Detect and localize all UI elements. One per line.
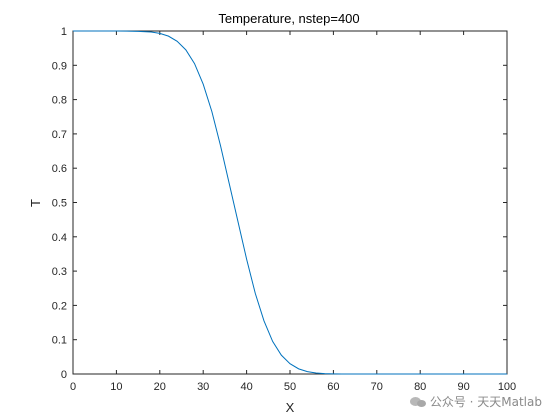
- chart-title: Temperature, nstep=400: [218, 11, 359, 26]
- y-tick-label: 0.1: [52, 335, 67, 347]
- y-tick-label: 0: [61, 369, 67, 381]
- x-tick-label: 80: [414, 381, 426, 393]
- x-tick-label: 30: [197, 381, 209, 393]
- y-tick-label: 0.8: [52, 95, 67, 107]
- temperature-line: [73, 30, 507, 375]
- y-tick-label: 0.4: [52, 232, 67, 244]
- watermark: 公众号 · 天天Matlab: [409, 393, 542, 410]
- y-axis-label: T: [28, 199, 43, 207]
- x-tick-label: 70: [371, 381, 383, 393]
- x-tick-label: 20: [154, 381, 166, 393]
- wechat-icon: [409, 396, 426, 408]
- x-tick-label: 0: [70, 381, 76, 393]
- x-tick-label: 10: [110, 381, 122, 393]
- x-tick-label: 40: [240, 381, 252, 393]
- x-axis-label: X: [286, 400, 295, 415]
- y-tick-label: 0.9: [52, 60, 67, 72]
- y-tick-label: 0.5: [52, 198, 67, 210]
- x-tick-label: 100: [498, 381, 516, 393]
- watermark-text: 公众号 · 天天Matlab: [429, 395, 542, 409]
- x-axis-ticks: 0 10 20 30 40 50 60 70 80 90 100: [70, 31, 516, 393]
- y-tick-label: 0.6: [52, 163, 67, 175]
- x-tick-label: 50: [284, 381, 296, 393]
- x-tick-label: 60: [327, 381, 339, 393]
- x-tick-label: 90: [457, 381, 469, 393]
- y-tick-label: 0.2: [52, 300, 67, 312]
- y-tick-label: 1: [61, 26, 67, 38]
- y-tick-label: 0.7: [52, 129, 67, 141]
- plot-area: [72, 30, 508, 375]
- y-tick-label: 0.3: [52, 266, 67, 278]
